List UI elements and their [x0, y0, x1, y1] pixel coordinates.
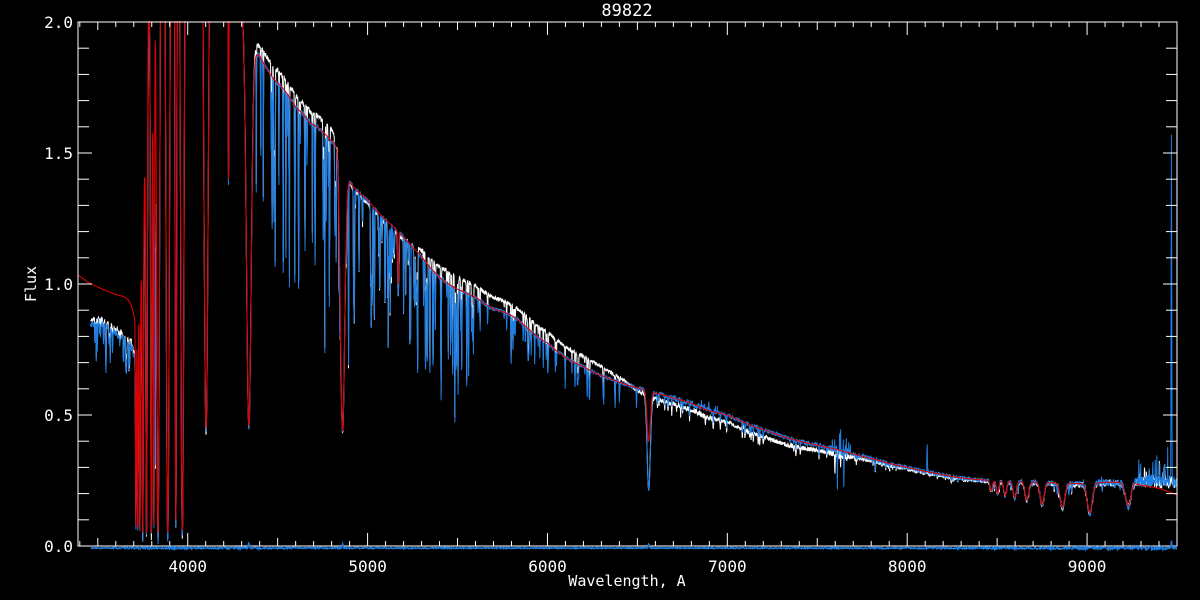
x-tick-label: 5000: [348, 557, 387, 576]
axes-layer: 4000 5000 6000 7000 8000 9000 0.0 0.5 1.0 1.5 2.0: [44, 13, 1178, 576]
x-tick-label: 6000: [528, 557, 567, 576]
series-observed-white-path: [90, 21, 1177, 543]
y-tick-label: 2.0: [44, 13, 73, 32]
y-tick-label: 0.5: [44, 406, 73, 425]
x-tick-label: 8000: [888, 557, 927, 576]
series-model-red-path: [78, 21, 1177, 533]
x-ticks: [79, 22, 1178, 546]
series-residual-blue-path: [90, 540, 1177, 552]
series-layer: [78, 21, 1177, 545]
axis-box: [77, 21, 1178, 547]
y-tick-label: 1.0: [44, 275, 73, 294]
x-axis-label: Wavelength, A: [568, 572, 685, 590]
y-tick-label: 0.0: [44, 537, 73, 556]
y-tick-label: 1.5: [44, 144, 73, 163]
x-tick-label: 9000: [1068, 557, 1107, 576]
y-axis-label: Flux: [22, 266, 40, 302]
x-tick-label: 7000: [708, 557, 747, 576]
chart-title: 89822: [601, 1, 652, 21]
x-tick-label: 4000: [168, 557, 207, 576]
residual-layer: [90, 540, 1177, 552]
y-ticks: [78, 21, 1177, 547]
